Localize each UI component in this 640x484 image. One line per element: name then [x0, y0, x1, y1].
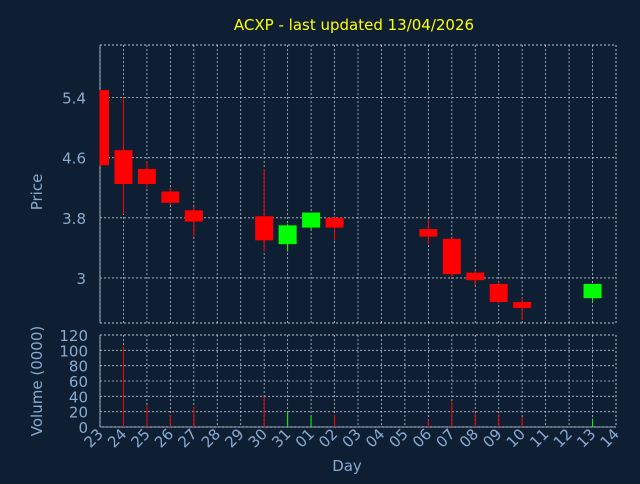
volume-y-tick-label: 120: [59, 327, 88, 345]
volume-bars: [122, 346, 594, 427]
candle-body: [161, 191, 180, 203]
volume-y-tick-label: 20: [69, 404, 88, 422]
volume-y-tick-label: 80: [69, 358, 88, 376]
candle-body: [100, 90, 109, 166]
volume-grid: [99, 334, 617, 428]
candle-body: [513, 301, 532, 308]
candle-body: [325, 217, 344, 228]
price-y-tick-label: 5.4: [62, 90, 86, 108]
candle-body: [466, 272, 485, 281]
candle-body: [419, 229, 438, 237]
candle-body: [489, 283, 508, 302]
volume-y-tick-label: 40: [69, 388, 88, 406]
price-axis-label: Price: [28, 174, 46, 211]
candle-body: [278, 225, 297, 245]
candles: [99, 90, 602, 320]
candle-body: [255, 216, 274, 241]
price-y-tick-label: 3: [76, 270, 86, 288]
candle-body: [302, 212, 321, 228]
candle-body: [114, 150, 133, 184]
candle-body: [583, 283, 602, 299]
x-axis-label: Day: [332, 457, 362, 475]
volume-y-tick-label: 0: [78, 419, 88, 437]
chart-title: ACXP - last updated 13/04/2026: [234, 16, 474, 34]
x-tick-labels: 2324252627282930310102030405060708091011…: [81, 425, 623, 451]
candle-body: [184, 210, 203, 222]
candle-body: [442, 238, 461, 275]
volume-y-tick-label: 100: [59, 342, 88, 360]
volume-axis-label: Volume (0000): [28, 326, 46, 436]
candle-body: [137, 168, 156, 184]
price-y-tick-labels: 5.4 4.6 3.8 3: [62, 90, 86, 288]
volume-y-tick-label: 60: [69, 373, 88, 391]
price-y-tick-label: 3.8: [62, 210, 86, 228]
price-y-tick-label: 4.6: [62, 150, 86, 168]
